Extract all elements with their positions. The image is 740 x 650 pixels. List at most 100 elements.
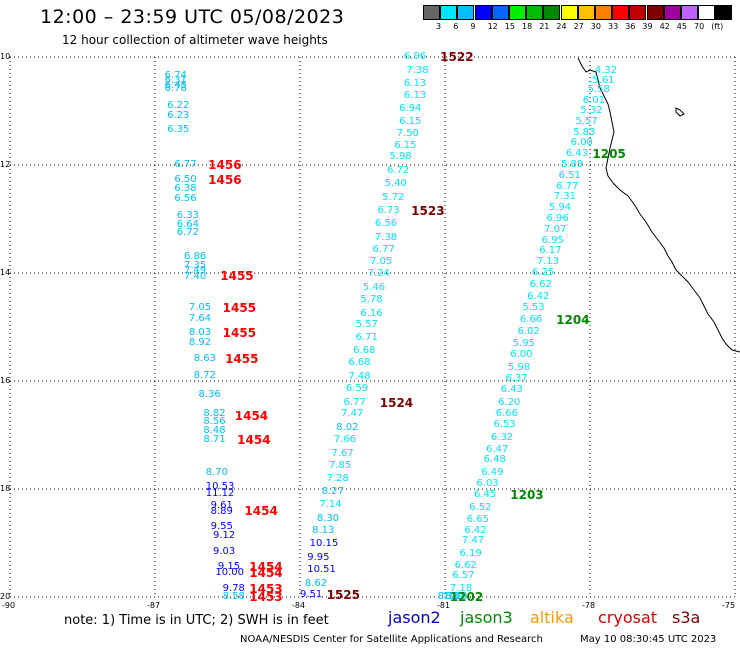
colorbar-swatch xyxy=(560,5,578,20)
wave-height-value: 9.95 xyxy=(307,551,330,563)
colorbar-label: 45 xyxy=(676,22,687,31)
colorbar-swatch xyxy=(698,5,716,20)
wave-height-value: 8.56 xyxy=(203,415,226,427)
wave-height-value: 7.38 xyxy=(374,231,398,243)
colorbar-swatch xyxy=(543,5,561,20)
wave-height-value: 6.95 xyxy=(541,234,564,246)
wave-height-value: 5.58 xyxy=(587,84,610,96)
wave-height-value: 6.23 xyxy=(167,110,190,122)
wave-height-value: 6.72 xyxy=(387,165,410,177)
wave-height-value: 5.98 xyxy=(507,361,531,373)
wave-height-value: 7.48 xyxy=(348,370,371,382)
wave-height-value: 8.36 xyxy=(198,388,221,400)
wave-height-value: 8.48 xyxy=(203,424,226,436)
wave-height-value: 6.52 xyxy=(469,501,492,513)
wave-height-value: 6.02 xyxy=(517,326,540,338)
colorbar-label: 33 xyxy=(608,22,619,31)
colorbar-label: 6 xyxy=(453,22,459,31)
wave-height-value: 9.78 xyxy=(222,582,245,594)
pass-time-label: 1454 xyxy=(237,433,271,448)
pass-time-label: 1456 xyxy=(208,172,242,187)
wave-height-value: 6.78 xyxy=(164,83,187,95)
pass-time-label: 1523 xyxy=(411,203,445,218)
wave-height-value: 6.66 xyxy=(495,408,519,420)
colorbar-label: 39 xyxy=(642,22,653,31)
wave-height-value: 6.31 xyxy=(164,75,187,87)
wave-height-value: 6.47 xyxy=(486,443,509,455)
pass-time-label: 1205 xyxy=(592,147,626,162)
wave-height-value: 6.43 xyxy=(500,384,523,396)
colorbar-label: 70 xyxy=(694,22,705,31)
wave-height-value: 5.94 xyxy=(548,202,572,214)
wave-height-value: 6.43 xyxy=(565,148,589,160)
colorbar-label: 36 xyxy=(625,22,636,31)
wave-height-value: 6.59 xyxy=(345,383,369,395)
wave-height-value: 5.57 xyxy=(355,319,378,331)
wave-height-value: 8.82 xyxy=(203,408,226,420)
wave-height-value: 6.45 xyxy=(474,489,497,501)
pass-time-label: 1455 xyxy=(222,301,257,316)
pass-time-label: 1456 xyxy=(208,158,242,172)
wave-height-value: 7.28 xyxy=(326,473,349,485)
wave-height-value: 6.19 xyxy=(459,547,482,559)
wave-height-value: 7.64 xyxy=(188,312,212,324)
colorbar-swatch xyxy=(491,5,509,20)
colorbar-label: 9 xyxy=(470,22,476,31)
wave-height-value: 9.15 xyxy=(217,561,241,573)
wave-height-value: 8.92 xyxy=(188,337,212,349)
wave-height-value: 8.30 xyxy=(316,512,340,524)
pass-time-label: 1453 xyxy=(249,590,283,604)
wave-height-value: 7.24 xyxy=(367,268,390,280)
wave-height-value: 6.01 xyxy=(582,95,606,107)
wave-height-value: 8.89 xyxy=(210,505,233,517)
wave-height-value: 7.47 xyxy=(341,408,364,420)
generated-timestamp: May 10 08:30:45 UTC 2023 xyxy=(580,634,717,645)
wave-height-value: 7.40 xyxy=(184,270,207,282)
wave-height-value: 7.05 xyxy=(370,256,393,268)
wave-height-value: 5.98 xyxy=(389,150,412,162)
map-subtitle: 12 hour collection of altimeter wave hei… xyxy=(62,33,328,47)
colorbar-label: 42 xyxy=(659,22,670,31)
wave-height-value: 6.20 xyxy=(498,396,521,408)
lat-tick-label: 16 xyxy=(0,376,11,385)
wave-height-value: 6.51 xyxy=(558,169,581,181)
wave-height-value: 7.31 xyxy=(553,191,577,203)
graticule xyxy=(9,56,736,598)
wave-height-value: 6.77 xyxy=(343,396,366,408)
wave-height-value: 6.17 xyxy=(539,245,562,257)
satellite-jason2: jason2 xyxy=(388,608,441,627)
wave-height-value: 6.16 xyxy=(360,307,383,319)
wave-height-value: 6.96 xyxy=(546,213,569,224)
colorbar-swatch xyxy=(423,5,440,20)
colorbar-label: 21 xyxy=(539,22,550,31)
wave-height-value: 7.85 xyxy=(329,459,352,471)
colorbar-swatch xyxy=(577,5,595,20)
wave-height-value: 8.03 xyxy=(188,327,212,339)
colorbar-swatch xyxy=(595,5,612,20)
wave-height-value: 5.89 xyxy=(561,159,584,170)
wave-height-value: 6.45 xyxy=(164,79,187,91)
wave-height-value: 8.62 xyxy=(304,577,328,589)
coastline xyxy=(577,57,740,353)
pass-time-label: 1454 xyxy=(234,409,269,424)
colorbar-swatch xyxy=(509,5,526,20)
colorbar-swatch xyxy=(612,5,630,20)
pass-time-label: 1455 xyxy=(225,352,259,367)
pass-time-label: 1204 xyxy=(556,312,590,327)
wave-height-value: 6.77 xyxy=(174,159,197,170)
pass-time-label: 1453 xyxy=(249,581,283,596)
wave-height-value: 8.63 xyxy=(193,353,216,365)
lon-tick-label: -81 xyxy=(437,601,451,610)
wave-height-value: 6.22 xyxy=(167,99,190,111)
wave-height-value: 6.35 xyxy=(167,123,190,135)
wave-height-value: 9.61 xyxy=(210,500,233,512)
colorbar-swatch xyxy=(474,5,492,20)
lat-tick-label: 10 xyxy=(0,52,11,61)
colorbar-label: 3 xyxy=(436,22,442,31)
wave-height-value: 6.13 xyxy=(403,78,427,89)
pass-time-label: 1522 xyxy=(440,50,474,64)
wave-height-value: 6.25 xyxy=(532,267,555,278)
wave-height-value: 8.40 xyxy=(445,591,468,602)
lat-tick-label: 20 xyxy=(0,592,11,601)
wave-height-value: 9.03 xyxy=(213,546,236,558)
